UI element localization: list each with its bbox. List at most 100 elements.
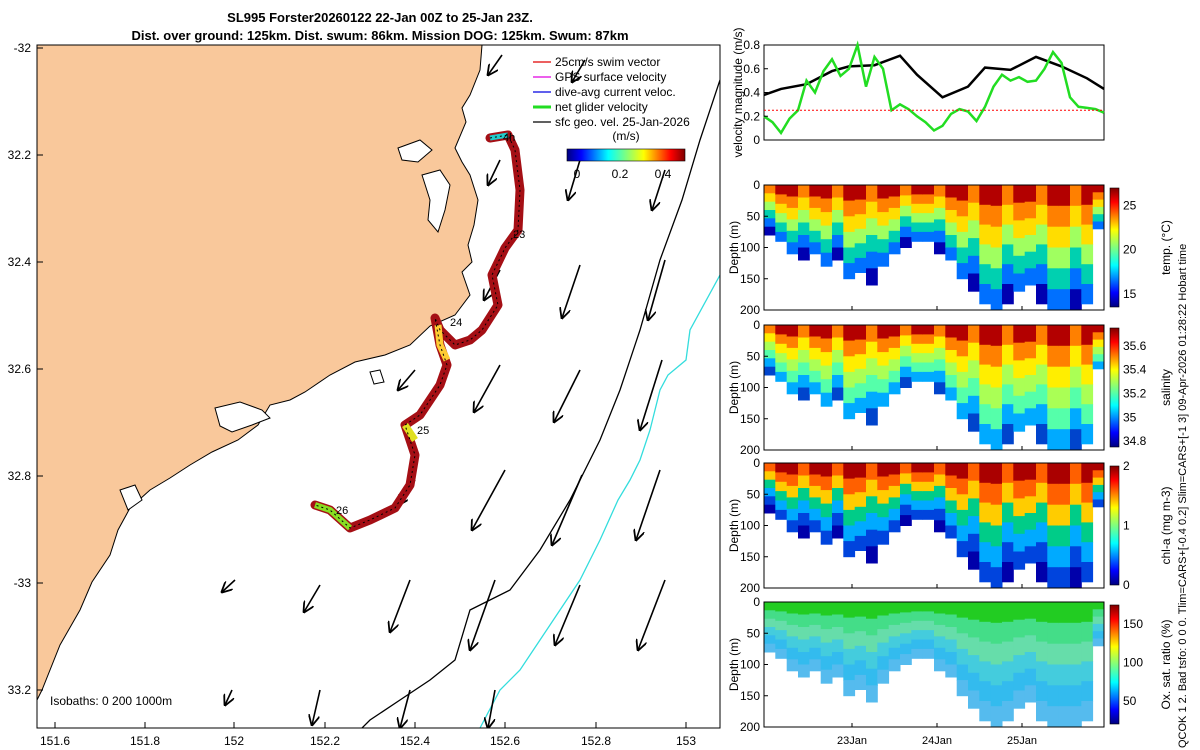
section-2-cell-19-5: [979, 562, 992, 583]
section-3-cell-24-4: [1036, 681, 1048, 702]
section-3-cell-2-1: [786, 613, 799, 626]
section-0-cell-26-2: [1058, 226, 1071, 248]
section-3-cell-3-1: [798, 614, 810, 628]
section-3-cell-16-5: [945, 664, 958, 678]
section-1-cell-24-1: [1036, 344, 1048, 366]
section-1-cell-23-4: [1024, 391, 1037, 409]
section-2-cell-25-3: [1047, 525, 1060, 547]
section-3-cell-29-5: [1092, 638, 1105, 647]
section-0-cell-23-5: [1024, 268, 1037, 286]
section-2-cell-20-4: [990, 546, 1003, 568]
section-2-cell-10-2: [877, 490, 890, 505]
section-0-cell-4-1: [809, 196, 822, 209]
section-3-cell-21-2: [1002, 641, 1014, 662]
section-0-cell-22-5: [1013, 273, 1026, 292]
isobath-label: Isobaths: 0 200 1000m: [50, 694, 172, 708]
section-0-cell-9-3: [866, 235, 878, 253]
section-1-cell-3-4: [798, 375, 810, 388]
speed-colorbar-title: (m/s): [612, 129, 639, 143]
section-0-colorbar: [1109, 187, 1120, 308]
section-3-cell-29-2: [1092, 616, 1105, 625]
section-3-cell-1-4: [775, 639, 788, 650]
section-3-cell-9-5: [866, 685, 878, 703]
section-2-cell-12-4: [900, 504, 912, 516]
section-0-cell-16-2: [945, 210, 958, 223]
section-0-cell-15-3: [934, 219, 946, 232]
map-xtick-label-5: 152.6: [490, 734, 520, 748]
map-ytick-label-6: 33.2: [8, 683, 32, 697]
section-2-cell-0-5: [764, 504, 776, 514]
section-2-cell-4-5: [809, 520, 822, 533]
section-0-cell-19-2: [979, 224, 992, 245]
section-3-cell-21-5: [1002, 701, 1014, 722]
glider-track-slow-2: [402, 423, 418, 442]
section-0-cell-25-3: [1047, 247, 1060, 269]
section-1-cell-5-0: [820, 325, 833, 339]
section-2-cell-4-4: [809, 508, 822, 521]
section-1-cell-21-5: [1002, 424, 1014, 445]
section-2-cell-7-3: [843, 509, 856, 526]
section-1-cell-6-0: [832, 325, 844, 338]
section-0-cell-6-1: [832, 197, 844, 211]
section-0-cell-28-1: [1081, 204, 1094, 226]
geo-arrow-17: [304, 584, 321, 612]
section-3-cell-23-2: [1024, 635, 1037, 653]
section-1-ctick-2: 35.2: [1123, 386, 1147, 400]
geo-arrow-22: [225, 689, 232, 705]
section-2-cell-9-4: [866, 529, 878, 547]
section-0-cell-6-4: [832, 235, 844, 248]
time-xtick-label-1: 24Jan: [922, 735, 952, 747]
section-1-cell-29-5: [1092, 361, 1105, 370]
section-1-cell-6-3: [832, 362, 844, 376]
section-0-cell-26-0: [1058, 185, 1071, 207]
section-0-cell-3-5: [798, 247, 810, 261]
section-1-cell-10-2: [877, 352, 890, 367]
section-0-cell-21-0: [1002, 185, 1014, 206]
section-2-cell-5-4: [820, 517, 833, 532]
section-3-ylabel: Depth (m): [727, 638, 741, 691]
section-2-cell-24-3: [1036, 522, 1048, 543]
section-0-cell-20-1: [990, 205, 1003, 228]
section-1-cell-23-1: [1024, 341, 1037, 359]
section-1-cell-16-2: [945, 350, 958, 363]
geo-velocity-arrows: [222, 54, 666, 728]
section-2-cell-0-0: [764, 463, 776, 472]
section-2-cell-27-3: [1070, 525, 1082, 547]
section-3-cell-20-0: [990, 602, 1003, 624]
section-1-cell-20-5: [990, 429, 1003, 451]
section-1-cell-5-5: [820, 392, 833, 407]
section-2-cell-12-3: [900, 494, 912, 506]
section-2-cell-3-4: [798, 513, 810, 526]
section-2-cell-23-3: [1024, 513, 1037, 531]
section-0-cell-29-0: [1092, 185, 1105, 193]
section-3-cell-12-1: [900, 612, 912, 624]
section-0-cell-28-4: [1081, 264, 1094, 285]
section-3-cell-1-2: [775, 620, 788, 631]
section-3-ctick-1: 100: [1123, 656, 1143, 670]
section-2-cell-21-3: [1002, 522, 1014, 543]
section-3-cell-7-0: [843, 602, 856, 619]
section-0-cell-8-4: [854, 243, 867, 259]
section-0-cell-2-1: [786, 196, 799, 209]
track-label-23: 23: [513, 229, 525, 241]
isobath-1000: [479, 274, 720, 728]
section-3-cell-22-1: [1013, 619, 1026, 638]
section-0-cell-2-2: [786, 207, 799, 220]
section-0-cell-10-4: [877, 239, 890, 254]
section-3-cell-21-4: [1002, 681, 1014, 702]
section-0-ytick-label-3: 150: [740, 272, 760, 286]
section-0-cell-1-1: [775, 194, 788, 205]
section-2-cell-5-5: [820, 530, 833, 545]
section-0-cell-27-4: [1070, 268, 1082, 290]
section-3-cell-21-1: [1002, 621, 1014, 643]
section-3-cell-12-4: [900, 643, 912, 655]
section-0-cell-4-2: [809, 207, 822, 220]
map-xtick-label-4: 152.4: [400, 734, 430, 748]
section-3-ytick-label-1: 50: [747, 626, 761, 640]
section-1-cell-4-2: [809, 347, 822, 360]
section-0-cell-2-0: [786, 185, 799, 197]
section-3-cell-9-2: [866, 635, 878, 653]
section-2-ytick-label-1: 50: [747, 487, 761, 501]
section-3-cell-17-3: [956, 648, 969, 665]
section-2-cell-21-5: [1002, 562, 1014, 583]
